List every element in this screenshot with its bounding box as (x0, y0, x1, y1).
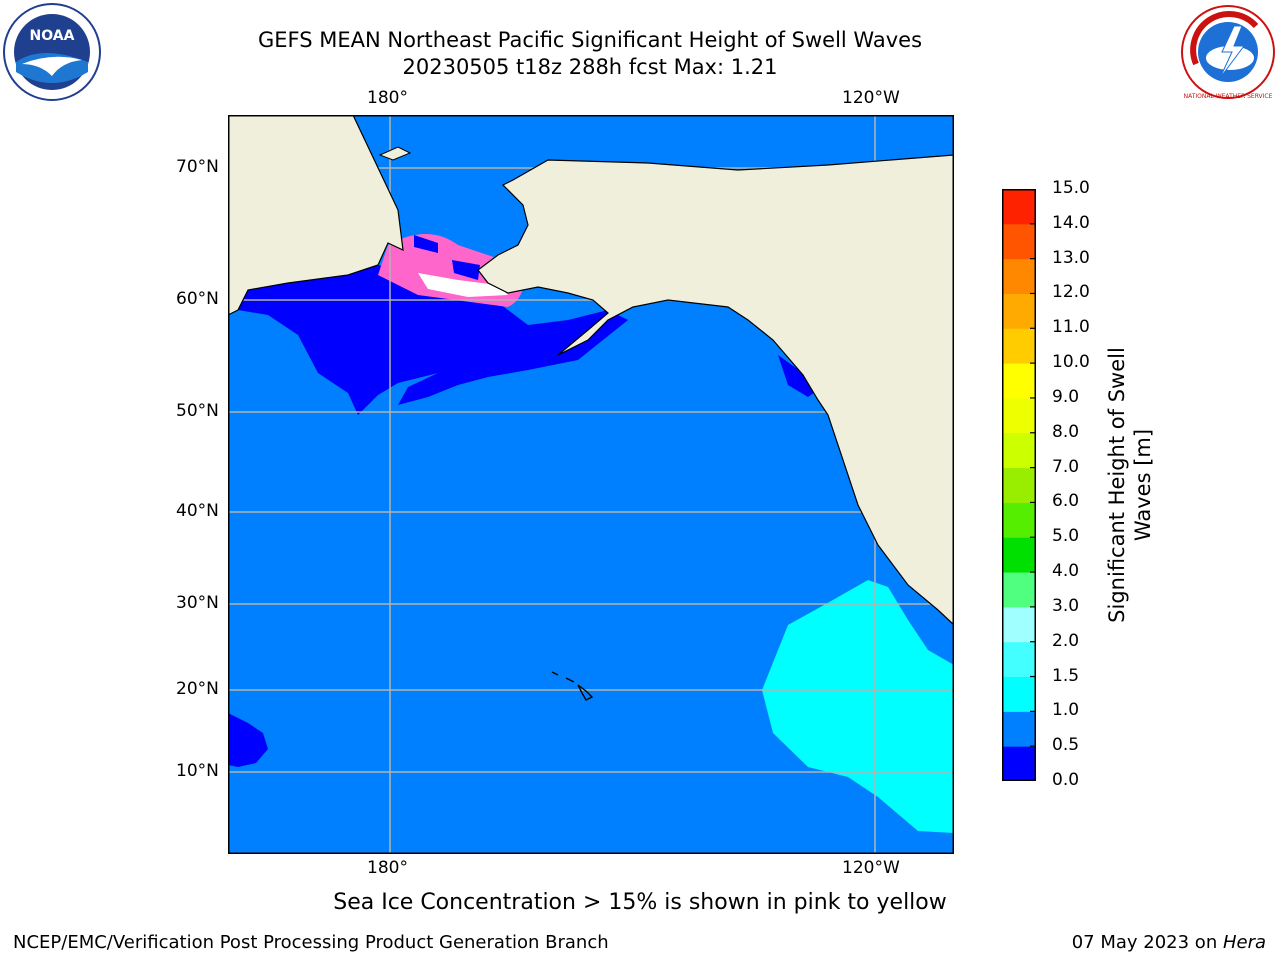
colorbar-label: Significant Height of Swell Waves [m] (1105, 347, 1155, 623)
map-title-line1: GEFS MEAN Northeast Pacific Significant … (257, 28, 923, 52)
colorbar-tick-label: 1.0 (1052, 700, 1080, 721)
colorbar-segment (1002, 328, 1036, 364)
colorbar-segment (1002, 606, 1036, 643)
colorbar-tick-label: 1.5 (1052, 665, 1080, 686)
colorbar (1002, 189, 1036, 781)
map-frame (228, 115, 954, 854)
low-swell-pacific-northwest (778, 355, 818, 397)
colorbar-tick-label: 3.0 (1052, 595, 1080, 616)
nws-logo-text: NATIONAL WEATHER SERVICE (1184, 93, 1273, 100)
colorbar-segment (1002, 189, 1036, 225)
low-swell-southwest (228, 713, 268, 767)
land-alaska-canada (477, 154, 954, 626)
footer-right: 07 May 2023 on Hera (1072, 932, 1266, 953)
lat-label-40n: 40°N (176, 501, 219, 521)
colorbar-tick-label: 14.0 (1052, 212, 1090, 233)
footer-host: Hera (1222, 932, 1266, 953)
colorbar-segment (1002, 223, 1036, 260)
sea-ice-note: Sea Ice Concentration > 15% is shown in … (333, 890, 947, 915)
colorbar-segments (1002, 189, 1036, 781)
swell-height-map (228, 115, 954, 854)
colorbar-segment (1002, 711, 1036, 747)
colorbar-tick-label: 5.0 (1052, 526, 1080, 547)
colorbar-segment (1002, 432, 1036, 469)
colorbar-segment (1002, 746, 1036, 781)
colorbar-tick-label: 8.0 (1052, 421, 1080, 442)
colorbar-tick-label: 15.0 (1052, 178, 1090, 198)
lat-label-70n: 70°N (176, 157, 219, 177)
lon-label-top-120w: 120°W (842, 88, 900, 108)
colorbar-frame (1002, 189, 1036, 781)
lat-label-30n: 30°N (176, 593, 219, 613)
footer-date: 07 May 2023 on (1071, 932, 1223, 953)
land-siberia (228, 115, 404, 316)
nws-logo: NATIONAL WEATHER SERVICE (1181, 5, 1275, 100)
colorbar-segment (1002, 258, 1036, 294)
lat-label-10n: 10°N (176, 761, 219, 781)
colorbar-tick-label: 12.0 (1052, 282, 1090, 303)
colorbar-segment (1002, 641, 1036, 678)
colorbar-tick-label: 6.0 (1052, 491, 1080, 512)
mid-swell-region (762, 580, 954, 833)
sea-ice-pocket-2 (452, 260, 480, 280)
colorbar-segment (1002, 363, 1036, 399)
land-hawaii-island-2 (565, 677, 575, 683)
land-hawaii-island-3 (577, 684, 594, 701)
noaa-logo-text: NOAA (30, 28, 75, 44)
lat-label-20n: 20°N (176, 679, 219, 699)
colorbar-tick-label: 7.0 (1052, 456, 1080, 477)
low-swell-gulf-of-alaska (238, 265, 628, 415)
lon-label-bottom-120w: 120°W (842, 858, 900, 878)
colorbar-tick-label: 4.0 (1052, 561, 1080, 582)
lat-label-50n: 50°N (176, 401, 219, 421)
colorbar-segment (1002, 676, 1036, 712)
sea-ice-pocket-1 (414, 235, 438, 253)
lon-label-top-180: 180° (367, 88, 408, 108)
colorbar-segment (1002, 502, 1036, 538)
colorbar-tick-marks (1030, 189, 1036, 781)
lat-label-60n: 60°N (176, 289, 219, 309)
land-hawaii-island-1 (551, 671, 559, 676)
map-title-line2: 20230505 t18z 288h fcst Max: 1.21 (402, 55, 778, 79)
footer-left: NCEP/EMC/Verification Post Processing Pr… (13, 932, 609, 953)
colorbar-tick-label: 11.0 (1052, 317, 1090, 338)
land-wrangel-island (378, 146, 412, 161)
noaa-logo: NOAA (3, 3, 101, 101)
colorbar-segment (1002, 572, 1036, 608)
colorbar-tick-label: 9.0 (1052, 386, 1080, 407)
colorbar-tick-label: 13.0 (1052, 247, 1090, 268)
lon-label-bottom-180: 180° (367, 858, 408, 878)
colorbar-segment (1002, 537, 1036, 573)
colorbar-tick-label: 2.0 (1052, 630, 1080, 651)
colorbar-segment (1002, 467, 1036, 503)
colorbar-tick-label: 10.0 (1052, 352, 1090, 373)
colorbar-segment (1002, 397, 1036, 434)
sea-ice-interior (418, 273, 508, 297)
colorbar-tick-label: 0.0 (1052, 770, 1080, 790)
colorbar-segment (1002, 293, 1036, 329)
colorbar-tick-label: 0.5 (1052, 735, 1080, 756)
